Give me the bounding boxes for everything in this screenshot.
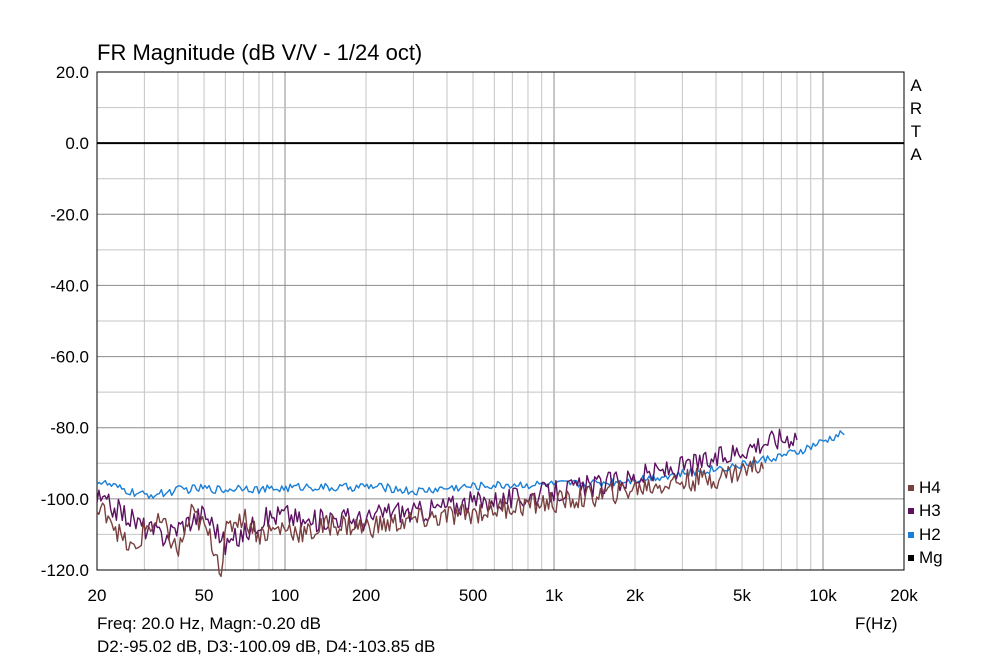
legend-swatch	[908, 531, 914, 538]
y-tick-label: -80.0	[50, 419, 89, 438]
legend-swatch	[908, 484, 914, 491]
y-tick-label: -60.0	[50, 348, 89, 367]
x-axis-unit-label: F(Hz)	[855, 614, 898, 633]
legend-item-h2[interactable]: H2	[908, 523, 943, 547]
cursor-readout-line2: D2:-95.02 dB, D3:-100.09 dB, D4:-103.85 …	[97, 637, 436, 656]
cursor-readout-line1: Freq: 20.0 Hz, Magn:-0.20 dB	[97, 614, 321, 633]
chart-title: FR Magnitude (dB V/V - 1/24 oct)	[97, 40, 423, 65]
y-tick-label: -40.0	[50, 276, 89, 295]
x-tick-label: 100	[271, 586, 299, 605]
x-tick-label: 200	[352, 586, 380, 605]
series-line-h4	[96, 456, 764, 578]
legend-item-h4[interactable]: H4	[908, 476, 943, 500]
x-tick-label: 10k	[809, 586, 837, 605]
legend-label: H4	[919, 477, 941, 497]
plot-frame	[96, 71, 905, 571]
x-tick-label: 500	[459, 586, 487, 605]
x-tick-label: 50	[195, 586, 214, 605]
legend-label: H3	[919, 501, 941, 521]
y-tick-label: -100.0	[41, 490, 89, 509]
series-line-h3	[96, 428, 798, 556]
legend-swatch	[908, 555, 914, 562]
y-tick-label: -120.0	[41, 561, 89, 580]
legend-label: Mg	[919, 548, 943, 568]
x-tick-label: 20	[88, 586, 107, 605]
arta-brand: A R T A	[909, 74, 923, 166]
arta-letter: A	[910, 145, 922, 164]
y-tick-label: 0.0	[65, 134, 89, 153]
legend-item-mg[interactable]: Mg	[908, 547, 943, 571]
legend-label: H2	[919, 524, 941, 544]
legend-item-h3[interactable]: H3	[908, 500, 943, 524]
legend-swatch	[908, 508, 914, 515]
legend: H4 H3 H2 Mg	[908, 476, 943, 570]
x-tick-label: 5k	[733, 586, 751, 605]
arta-letter: T	[910, 122, 922, 141]
x-tick-label: 20k	[890, 586, 918, 605]
arta-letter: A	[910, 76, 922, 95]
y-tick-label: -20.0	[50, 205, 89, 224]
arta-letter: R	[909, 99, 923, 118]
series-line-h2	[96, 430, 845, 499]
x-tick-label: 1k	[545, 586, 563, 605]
y-tick-label: 20.0	[56, 63, 89, 82]
x-tick-label: 2k	[626, 586, 644, 605]
